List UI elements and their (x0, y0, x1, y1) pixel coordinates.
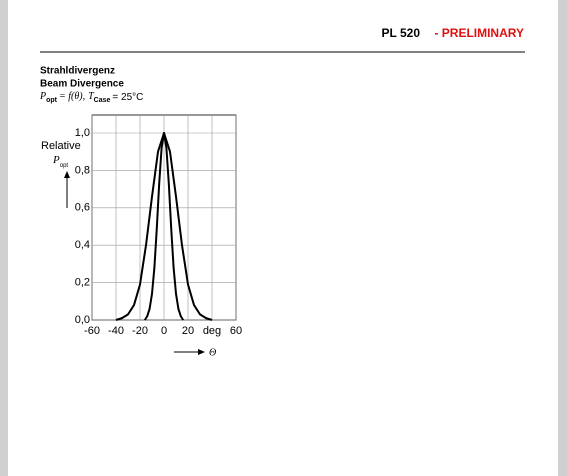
curve (143, 132, 185, 321)
y-tick-label: 0,6 (75, 202, 90, 214)
y-symbol: P (52, 154, 60, 166)
x-tick-label: -60 (84, 325, 100, 337)
y-tick-label: 0,2 (75, 277, 90, 289)
x-label: Θ (209, 347, 216, 358)
formula-middle: = f(θ), (59, 91, 85, 102)
formula-p-sub: opt (46, 97, 58, 104)
part-number: PL 520 (382, 26, 421, 40)
y-tick-label: 0,4 (75, 239, 90, 251)
y-tick-label: 1,0 (75, 127, 90, 139)
formula-p: P (39, 91, 46, 102)
status: - PRELIMINARY (434, 26, 524, 40)
y-symbol-sub: opt (60, 163, 69, 169)
title-de: Strahldivergenz (40, 66, 115, 77)
x-tick-label: 60 (230, 325, 242, 337)
x-tick-label: 20 (182, 325, 194, 337)
title-en: Beam Divergence (40, 79, 124, 90)
x-tick-label: -20 (132, 325, 148, 337)
y-tick-label: 0,8 (75, 164, 90, 176)
y-label: Relative (41, 140, 81, 152)
formula-t-sub: Case (94, 97, 111, 104)
x-tick-label: -40 (108, 325, 124, 337)
x-arrowhead (198, 349, 205, 355)
formula-value: = 25°C (112, 92, 143, 103)
y-label-symbol: Popt (52, 154, 68, 169)
formula: Popt = f(θ), TCase = 25°C (39, 91, 143, 104)
y-tick-label: 0,0 (75, 314, 90, 326)
y-arrowhead (64, 171, 70, 178)
x-tick-label: 0 (161, 325, 167, 337)
formula-t: T (88, 91, 95, 102)
x-tick-label: deg (203, 325, 221, 337)
